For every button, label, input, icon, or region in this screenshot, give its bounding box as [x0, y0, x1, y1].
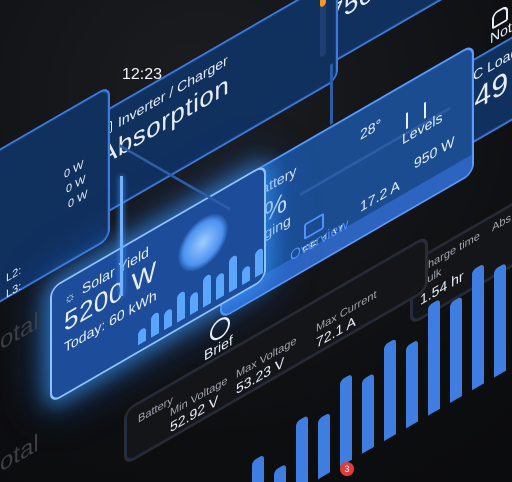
wire-solar — [120, 176, 123, 296]
inverter-level-bar — [320, 0, 326, 59]
stats-battery-label: Battery — [138, 393, 173, 426]
battery-temp: 28° — [360, 114, 382, 144]
wire-ac — [330, 63, 333, 125]
side-total-2: otal — [0, 428, 39, 479]
abs-label: Abs — [492, 211, 511, 235]
notification-badge[interactable]: 3 — [340, 462, 354, 476]
side-total-1: otal — [0, 306, 39, 357]
status-time: 12:23 — [122, 66, 163, 83]
